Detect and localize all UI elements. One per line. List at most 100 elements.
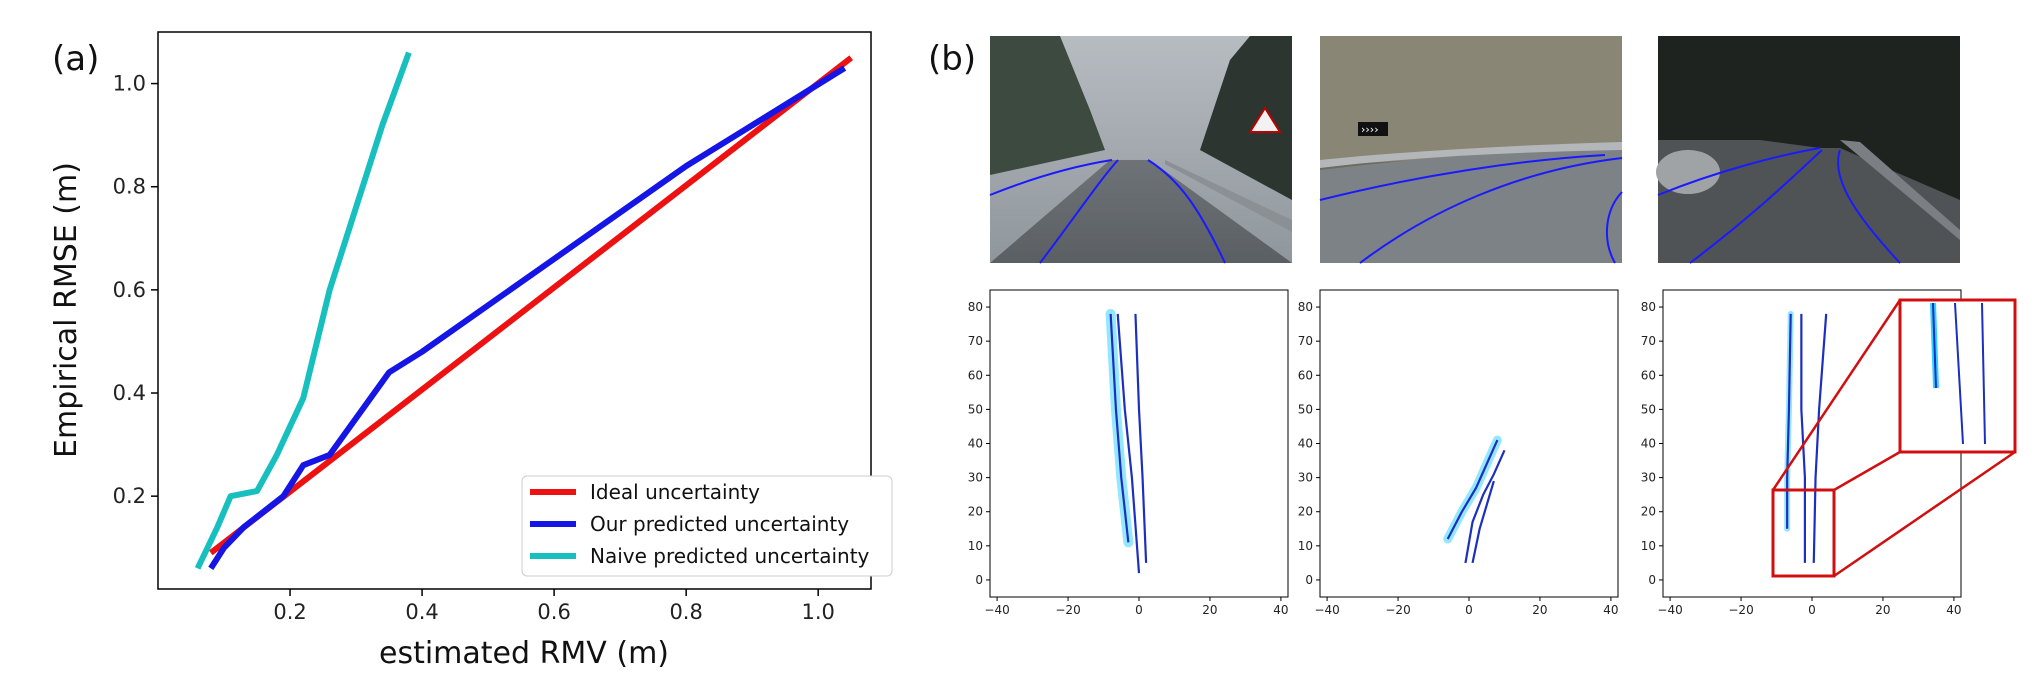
y-tick-label: 70 [1641, 334, 1656, 348]
x-tick-label: 0 [1135, 603, 1143, 617]
y-tick-label: 10 [1298, 539, 1313, 553]
y-tick-label: 30 [968, 471, 983, 485]
y-tick-label: 20 [1298, 505, 1313, 519]
zoom-target-box [1898, 298, 2017, 454]
y-tick-label: 70 [1298, 334, 1313, 348]
lane-line [1837, 149, 1901, 264]
svg-text:››››: ›››› [1361, 123, 1379, 136]
x-tick-label: −20 [1385, 603, 1410, 617]
calibration-chart: 0.2 0.4 0.6 0.8 1.0 0.2 0.4 0.6 0.8 1.0 estimated… [49, 31, 893, 671]
axis-ticks: 0.2 0.4 0.6 0.8 1.0 0.2 0.4 0.6 0.8 1.0 [113, 72, 835, 624]
x-tick-label: 1.0 [801, 600, 834, 624]
x-tick-label: −20 [1728, 603, 1753, 617]
y-tick-label: 0.6 [113, 278, 146, 302]
y-tick-label: 60 [1298, 368, 1313, 382]
y-tick-label: 50 [968, 402, 983, 416]
bev-plot-2: −40 −20 0 20 40 0 10 20 30 40 50 60 70 80 [1298, 289, 1619, 617]
zoom-lane-2 [1954, 302, 1964, 445]
x-tick-label: 0 [1808, 603, 1816, 617]
zoom-lane-3 [1981, 302, 1986, 445]
lane-line [989, 159, 1113, 196]
x-axis-label: estimated RMV (m) [379, 636, 669, 671]
y-tick-label: 50 [1641, 402, 1656, 416]
plot-frame [157, 31, 872, 590]
y-tick-label: 80 [1641, 300, 1656, 314]
y-tick-label: 0.4 [113, 381, 146, 405]
x-tick-label: 0.6 [537, 600, 570, 624]
legend: Ideal uncertainty Our predicted uncertai… [521, 475, 893, 577]
y-tick-label: 1.0 [113, 72, 146, 96]
camera-image-1 [989, 36, 1292, 264]
lane-curve [1786, 313, 1792, 529]
y-tick-label: 20 [1641, 505, 1656, 519]
y-tick-label: 10 [1641, 539, 1656, 553]
bev-frame [1319, 289, 1619, 598]
y-tick-label: 60 [968, 368, 983, 382]
y-tick-label: 50 [1298, 402, 1313, 416]
y-tick-label: 0.8 [113, 175, 146, 199]
x-tick-label: 20 [1202, 603, 1217, 617]
x-tick-label: 40 [1603, 603, 1618, 617]
lane-curve [1134, 313, 1148, 563]
our-predicted-uncertainty-line [208, 65, 847, 570]
y-tick-label: 30 [1641, 471, 1656, 485]
lane-line [1689, 149, 1823, 264]
y-tick-label: 80 [968, 300, 983, 314]
x-tick-label: −40 [984, 603, 1009, 617]
zoom-source-box [1771, 488, 1836, 578]
zoom-lane-1-core [1932, 302, 1937, 389]
bev-frame [989, 289, 1289, 598]
legend-label-naive: Naive predicted uncertainty [590, 544, 870, 568]
lane-curve [1471, 480, 1495, 564]
ideal-uncertainty-line [208, 55, 854, 556]
car [1656, 150, 1720, 194]
panel-b-label: (b) [928, 39, 976, 79]
y-tick-label: 10 [968, 539, 983, 553]
lane-curve [1812, 313, 1828, 563]
lane-line [1039, 159, 1119, 264]
lane-curve [1116, 313, 1141, 574]
legend-label-ours: Our predicted uncertainty [590, 512, 849, 536]
x-tick-label: −20 [1055, 603, 1080, 617]
y-tick-label: 0 [1305, 573, 1313, 587]
y-tick-label: 20 [968, 505, 983, 519]
lane-line [1657, 147, 1821, 196]
lane-curve [1464, 449, 1506, 564]
y-tick-label: 70 [968, 334, 983, 348]
x-tick-label: 40 [1273, 603, 1288, 617]
bev-plot-3: −40 −20 0 20 40 0 10 20 30 40 50 60 70 80 [1641, 289, 1962, 617]
legend-box [521, 475, 893, 577]
x-tick-label: 0 [1465, 603, 1473, 617]
y-tick-label: 40 [1641, 437, 1656, 451]
x-tick-label: −40 [1314, 603, 1339, 617]
y-tick-label: 30 [1298, 471, 1313, 485]
lane-line [1359, 157, 1623, 264]
x-tick-label: 0.4 [405, 600, 438, 624]
lane-line [1319, 154, 1606, 201]
lane-line [1605, 191, 1623, 264]
zoom-inset [1771, 298, 2017, 578]
y-tick-label: 40 [968, 437, 983, 451]
y-tick-label: 0.2 [113, 484, 146, 508]
x-tick-label: 20 [1532, 603, 1547, 617]
series-lines [194, 51, 854, 570]
x-tick-label: −40 [1657, 603, 1682, 617]
y-tick-label: 0 [1648, 573, 1656, 587]
camera-image-3 [1656, 36, 1960, 264]
panel-a-label: (a) [52, 39, 99, 79]
camera-image-2: ›››› [1319, 36, 1623, 264]
y-axis-label: Empirical RMSE (m) [49, 162, 84, 458]
chevron-sign [1358, 122, 1388, 136]
x-tick-label: 40 [1946, 603, 1961, 617]
legend-label-ideal: Ideal uncertainty [590, 480, 760, 504]
x-tick-label: 20 [1875, 603, 1890, 617]
y-tick-label: 60 [1641, 368, 1656, 382]
naive-predicted-uncertainty-line [194, 51, 412, 570]
y-tick-label: 80 [1298, 300, 1313, 314]
y-tick-label: 40 [1298, 437, 1313, 451]
bev-plot-1: −40 −20 0 20 40 0 10 20 30 40 50 60 70 80 [968, 289, 1289, 617]
lane-line [1147, 159, 1226, 264]
lane-curve [1446, 439, 1499, 540]
x-tick-label: 0.8 [669, 600, 702, 624]
